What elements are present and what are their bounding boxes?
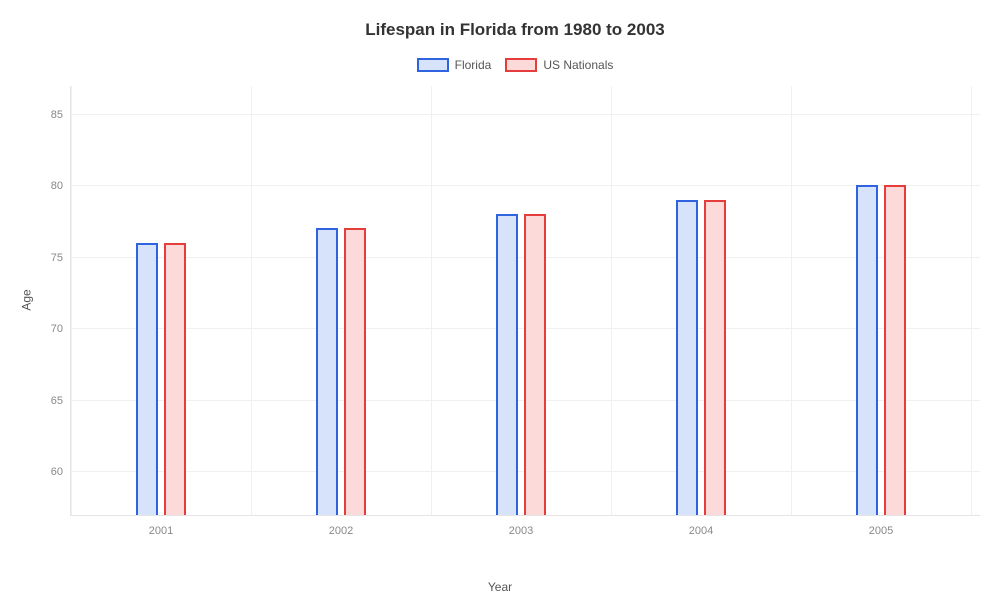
- bar-us-nationals: [164, 243, 186, 515]
- bar-florida: [676, 200, 698, 515]
- x-tick-label: 2004: [689, 515, 713, 537]
- legend-swatch-us-nationals: [505, 58, 537, 72]
- legend-label-florida: Florida: [455, 58, 492, 72]
- y-tick-label: 65: [51, 395, 71, 407]
- bar-florida: [136, 243, 158, 515]
- gridline: [71, 185, 980, 186]
- x-tick-label: 2003: [509, 515, 533, 537]
- y-tick-label: 70: [51, 323, 71, 335]
- chart-title: Lifespan in Florida from 1980 to 2003: [60, 20, 970, 40]
- x-axis-label: Year: [488, 580, 512, 594]
- vgridline: [971, 86, 972, 515]
- vgridline: [611, 86, 612, 515]
- vgridline: [431, 86, 432, 515]
- bar-florida: [316, 228, 338, 515]
- bar-us-nationals: [884, 185, 906, 515]
- vgridline: [71, 86, 72, 515]
- x-tick-label: 2005: [869, 515, 893, 537]
- y-tick-label: 85: [51, 109, 71, 121]
- bar-us-nationals: [524, 214, 546, 515]
- vgridline: [251, 86, 252, 515]
- gridline: [71, 114, 980, 115]
- x-tick-label: 2001: [149, 515, 173, 537]
- bar-florida: [496, 214, 518, 515]
- bar-florida: [856, 185, 878, 515]
- y-axis-label: Age: [20, 289, 34, 310]
- y-tick-label: 75: [51, 252, 71, 264]
- chart-container: Lifespan in Florida from 1980 to 2003 Fl…: [0, 0, 1000, 600]
- plot-area: 60657075808520012002200320042005: [70, 86, 980, 516]
- legend-label-us-nationals: US Nationals: [543, 58, 613, 72]
- legend-item-florida: Florida: [417, 58, 492, 72]
- vgridline: [791, 86, 792, 515]
- bar-us-nationals: [704, 200, 726, 515]
- legend: Florida US Nationals: [60, 58, 970, 72]
- y-tick-label: 80: [51, 180, 71, 192]
- bar-us-nationals: [344, 228, 366, 515]
- x-tick-label: 2002: [329, 515, 353, 537]
- legend-item-us-nationals: US Nationals: [505, 58, 613, 72]
- y-tick-label: 60: [51, 466, 71, 478]
- legend-swatch-florida: [417, 58, 449, 72]
